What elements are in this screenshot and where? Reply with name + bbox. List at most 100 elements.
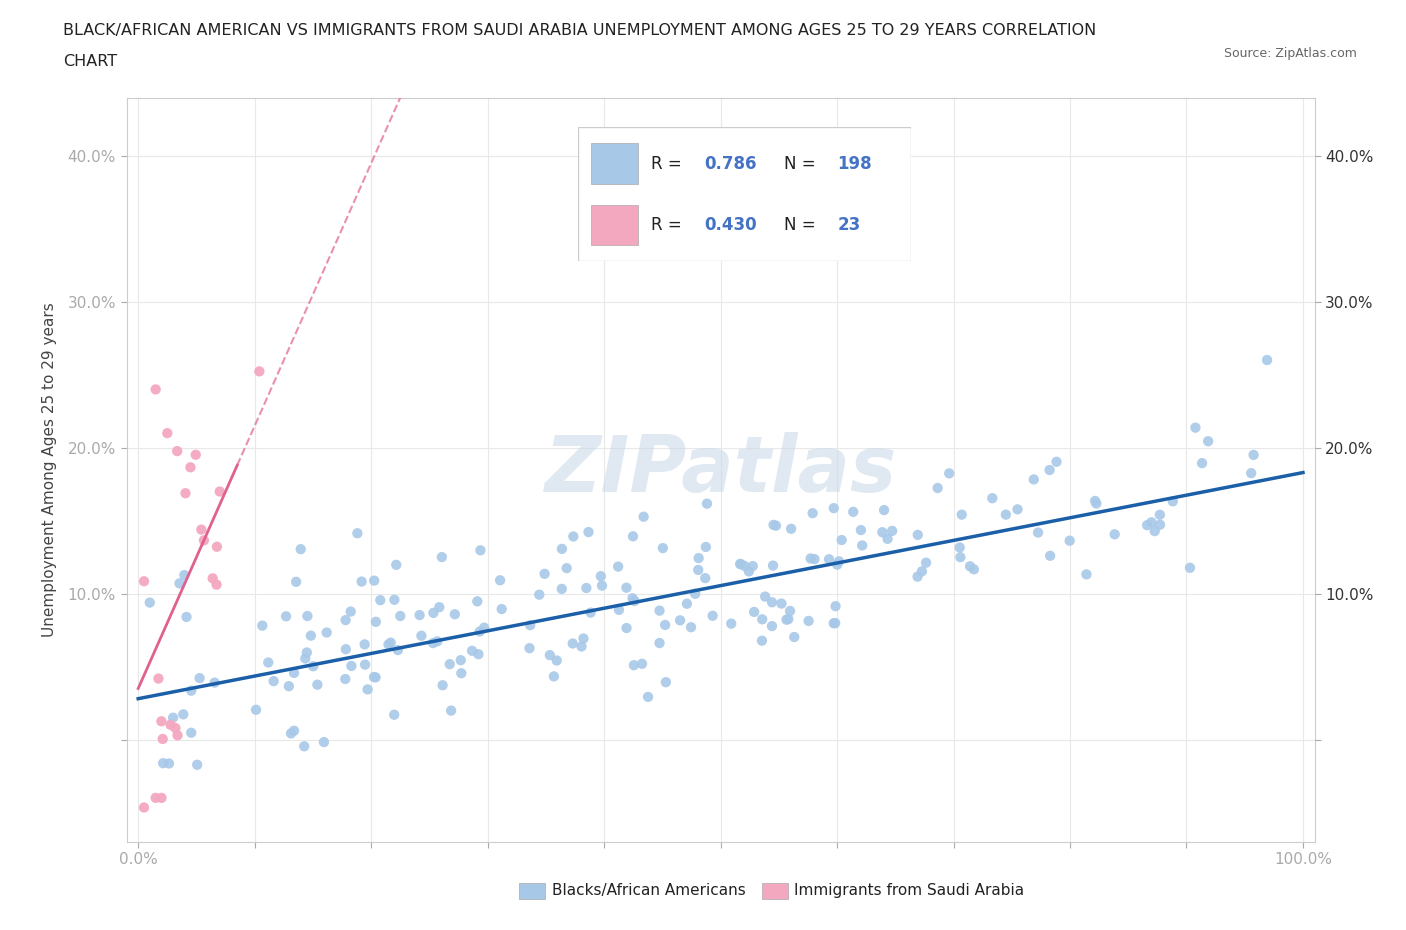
Point xyxy=(800,551,823,565)
Point xyxy=(354,658,377,672)
Point xyxy=(470,543,492,558)
Point xyxy=(174,485,197,500)
Point xyxy=(543,669,565,684)
Point xyxy=(633,510,655,525)
Point xyxy=(356,682,378,697)
Point xyxy=(290,542,312,557)
Point xyxy=(849,523,872,538)
Point xyxy=(145,790,167,805)
Point xyxy=(184,447,207,462)
Point xyxy=(851,538,873,553)
Point xyxy=(696,497,718,512)
Point xyxy=(981,491,1004,506)
Point xyxy=(285,575,308,590)
Point xyxy=(551,581,574,596)
Point xyxy=(166,728,188,743)
Point xyxy=(533,566,555,581)
Point xyxy=(150,790,173,805)
Point xyxy=(828,554,851,569)
Point xyxy=(572,631,595,646)
Point xyxy=(730,556,752,571)
Point xyxy=(762,558,785,573)
Point xyxy=(363,573,385,588)
Point xyxy=(616,580,638,595)
Point xyxy=(648,604,671,618)
Point xyxy=(204,675,226,690)
Point xyxy=(350,574,373,589)
Point xyxy=(872,525,894,539)
Point xyxy=(648,635,671,650)
Point xyxy=(751,612,773,627)
Point xyxy=(842,504,865,519)
Point xyxy=(1045,455,1067,470)
Point xyxy=(132,574,155,589)
Point xyxy=(377,637,399,652)
Point xyxy=(797,614,820,629)
Point xyxy=(444,606,467,621)
Point xyxy=(472,620,495,635)
Point xyxy=(780,522,803,537)
Point xyxy=(363,670,385,684)
Point xyxy=(292,738,315,753)
Point xyxy=(907,527,929,542)
Point xyxy=(1178,561,1201,576)
Point xyxy=(949,550,972,565)
Point xyxy=(148,671,170,686)
Point xyxy=(156,426,179,441)
Point xyxy=(616,620,638,635)
Point xyxy=(427,600,450,615)
Point xyxy=(432,678,454,693)
Point xyxy=(949,540,972,555)
Point xyxy=(139,595,162,610)
Point xyxy=(741,559,763,574)
Point xyxy=(621,591,644,605)
Point xyxy=(162,711,184,725)
Point xyxy=(669,613,692,628)
Point xyxy=(623,658,645,672)
Point xyxy=(873,502,896,517)
Point xyxy=(907,569,929,584)
Point xyxy=(346,525,368,540)
Point xyxy=(152,732,174,747)
Point xyxy=(1038,462,1060,477)
Point xyxy=(1022,472,1045,487)
Point xyxy=(882,524,904,538)
Point xyxy=(368,592,391,607)
Point xyxy=(299,628,322,643)
Point xyxy=(1007,502,1029,517)
Point xyxy=(387,643,409,658)
Point xyxy=(172,707,194,722)
Point xyxy=(335,642,357,657)
Point xyxy=(631,657,654,671)
Point xyxy=(382,592,405,607)
Point xyxy=(1084,494,1107,509)
Point xyxy=(1039,549,1062,564)
Point xyxy=(783,630,806,644)
Point xyxy=(742,604,765,619)
Point xyxy=(571,639,593,654)
Point xyxy=(150,714,173,729)
Point xyxy=(491,602,513,617)
Point xyxy=(607,603,630,618)
Point xyxy=(1197,433,1219,448)
Point xyxy=(651,540,673,555)
Point xyxy=(465,594,488,609)
Point xyxy=(283,724,305,738)
Point xyxy=(245,702,267,717)
Point xyxy=(297,608,319,623)
Point xyxy=(1191,456,1213,471)
Point xyxy=(380,635,402,650)
Point xyxy=(538,647,561,662)
Point xyxy=(959,559,981,574)
Text: CHART: CHART xyxy=(63,54,117,69)
Point xyxy=(274,609,297,624)
Point xyxy=(339,604,361,619)
Point xyxy=(307,677,329,692)
Point xyxy=(389,608,412,623)
Point xyxy=(294,651,316,666)
Point xyxy=(876,531,898,546)
Point xyxy=(385,557,408,572)
Point xyxy=(519,618,541,632)
Point xyxy=(751,633,773,648)
Point xyxy=(775,612,797,627)
